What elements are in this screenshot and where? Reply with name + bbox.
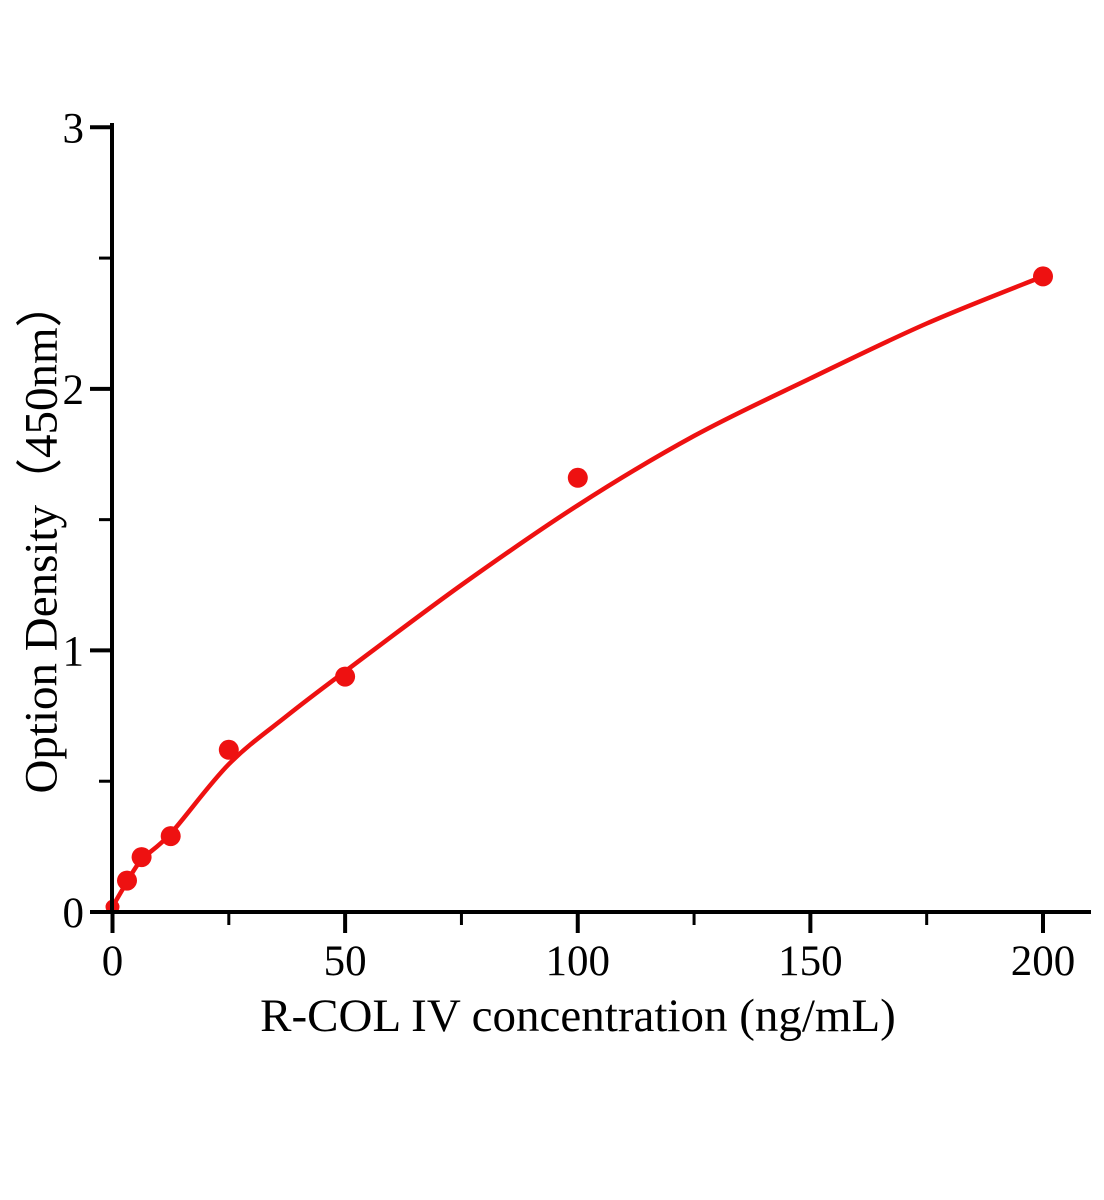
data-point [1033,266,1053,287]
x-tick-label: 50 [324,938,367,985]
data-point [117,870,137,891]
data-point [160,826,181,847]
fit-curve-line [110,274,1046,910]
x-tick-label: 100 [546,938,611,985]
x-axis-label: R-COL IV concentration (ng/mL) [260,990,896,1042]
y-axis-label: Option Density（450nm） [15,280,68,794]
x-tick-label: 150 [778,938,843,985]
x-tick-label: 200 [1011,938,1076,985]
y-tick-label: 3 [63,105,85,152]
x-tick-label: 0 [102,938,124,985]
y-tick-label: 1 [63,628,85,675]
data-point [335,666,356,687]
y-tick-label: 0 [63,890,85,937]
data-point [567,467,588,488]
data-point [131,847,152,868]
data-point [218,739,239,760]
y-tick-label: 2 [63,367,85,414]
